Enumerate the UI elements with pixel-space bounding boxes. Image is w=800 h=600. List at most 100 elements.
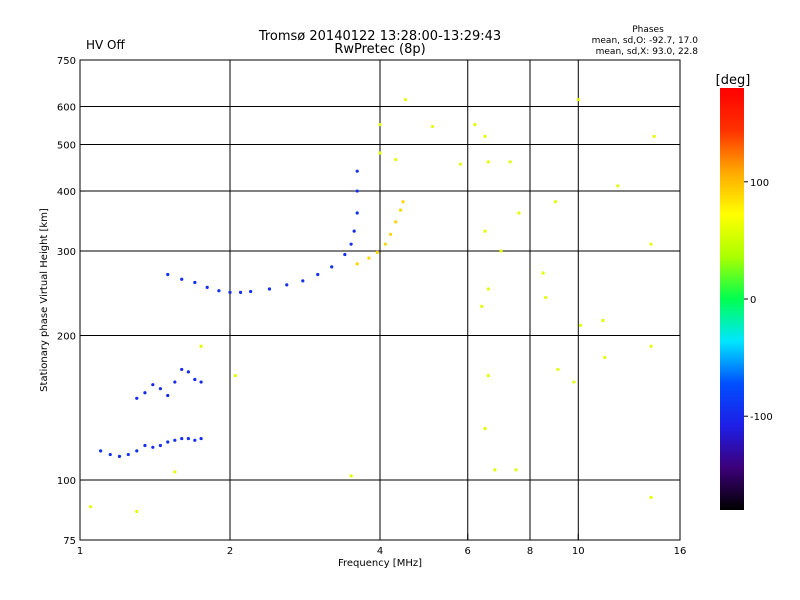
- data-point: [158, 387, 163, 391]
- data-point: [480, 304, 484, 309]
- data-point: [458, 162, 463, 166]
- x-tick-label: 8: [527, 546, 533, 557]
- phase-o-stats: mean, sd,O: -92.7, 17.0: [592, 36, 699, 46]
- y-tick-label: 300: [57, 247, 76, 258]
- data-point: [517, 211, 521, 215]
- chart-title-line1: Tromsø 20140122 13:28:00-13:29:43: [258, 29, 501, 44]
- data-point: [180, 277, 184, 281]
- data-point: [151, 445, 155, 449]
- data-point: [394, 220, 398, 224]
- data-point: [166, 440, 170, 444]
- data-point: [199, 380, 203, 384]
- data-point: [205, 285, 209, 289]
- data-point: [117, 454, 122, 459]
- y-axis-ticks: 75 100 200 300 400 500 600 750: [57, 56, 86, 547]
- y-axis-label: Stationary phase Virtual Height [km]: [39, 208, 50, 392]
- data-point: [649, 242, 653, 246]
- data-point: [473, 123, 477, 127]
- data-point: [349, 242, 353, 246]
- data-point: [355, 169, 359, 173]
- data-point: [180, 367, 184, 372]
- data-point: [217, 289, 221, 293]
- data-point: [301, 279, 305, 283]
- data-point: [572, 380, 576, 384]
- hv-status: HV Off: [86, 38, 125, 52]
- data-point: [508, 160, 512, 164]
- data-point: [541, 271, 545, 275]
- data-point: [483, 426, 487, 431]
- data-point: [383, 242, 387, 246]
- data-point: [403, 98, 408, 102]
- colorbar-tick-label: 0: [750, 295, 756, 306]
- data-point: [199, 436, 203, 441]
- x-tick-label: 10: [572, 546, 585, 557]
- colorbar-tick-label: 100: [750, 178, 769, 189]
- data-point: [135, 449, 139, 453]
- y-tick-label: 500: [57, 141, 76, 152]
- phase-x-stats: mean, sd,X: 93.0, 22.8: [596, 47, 699, 57]
- data-point: [186, 436, 190, 441]
- data-point: [394, 158, 398, 162]
- data-point: [166, 272, 170, 277]
- data-point: [99, 449, 103, 453]
- data-point: [173, 470, 177, 474]
- data-point: [88, 505, 93, 509]
- grid-lines: [80, 60, 680, 540]
- data-point: [486, 374, 490, 378]
- data-point: [556, 367, 560, 372]
- data-point: [238, 290, 243, 294]
- x-tick-label: 1: [77, 546, 83, 557]
- data-point: [378, 123, 382, 127]
- y-tick-label: 600: [57, 103, 76, 114]
- x-tick-label: 2: [227, 546, 233, 557]
- x-axis-label: Frequency [MHz]: [338, 558, 422, 569]
- data-point: [349, 474, 353, 478]
- data-point: [228, 290, 232, 294]
- data-point: [486, 160, 490, 164]
- y-tick-label: 200: [57, 332, 76, 343]
- data-point: [166, 393, 170, 398]
- data-point: [199, 344, 203, 348]
- data-point: [649, 495, 653, 500]
- y-tick-label: 400: [57, 187, 76, 198]
- data-point: [499, 249, 503, 253]
- data-point: [601, 318, 605, 323]
- colorbar-label: [deg]: [716, 73, 751, 88]
- data-point: [652, 134, 656, 138]
- x-tick-label: 16: [674, 546, 687, 557]
- data-point: [616, 184, 620, 188]
- data-point: [355, 211, 359, 215]
- data-point: [126, 452, 130, 457]
- data-point: [135, 509, 139, 514]
- data-point: [151, 383, 155, 387]
- data-point: [388, 232, 393, 236]
- data-point: [514, 468, 518, 472]
- data-points: [88, 98, 656, 514]
- y-tick-label: 75: [63, 536, 76, 547]
- data-point: [352, 229, 356, 233]
- data-point: [486, 287, 490, 291]
- data-point: [375, 250, 379, 255]
- data-point: [108, 452, 112, 457]
- data-point: [578, 323, 583, 327]
- data-point: [603, 355, 607, 360]
- data-point: [143, 391, 147, 395]
- data-point: [576, 98, 580, 102]
- data-point: [343, 252, 347, 257]
- data-point: [430, 124, 435, 129]
- data-point: [233, 374, 237, 378]
- data-point: [399, 208, 403, 212]
- data-point: [193, 377, 197, 382]
- data-point: [173, 380, 177, 384]
- data-point: [267, 287, 272, 291]
- data-point: [249, 289, 253, 294]
- colorbar-tick-label: -100: [750, 412, 773, 423]
- data-point: [180, 436, 184, 441]
- data-point: [186, 370, 190, 374]
- data-point: [173, 438, 177, 442]
- phase-title: Phases: [632, 25, 664, 35]
- data-point: [544, 295, 548, 300]
- data-point: [316, 272, 320, 277]
- colorbar-ticks: -100 0 100: [744, 178, 773, 423]
